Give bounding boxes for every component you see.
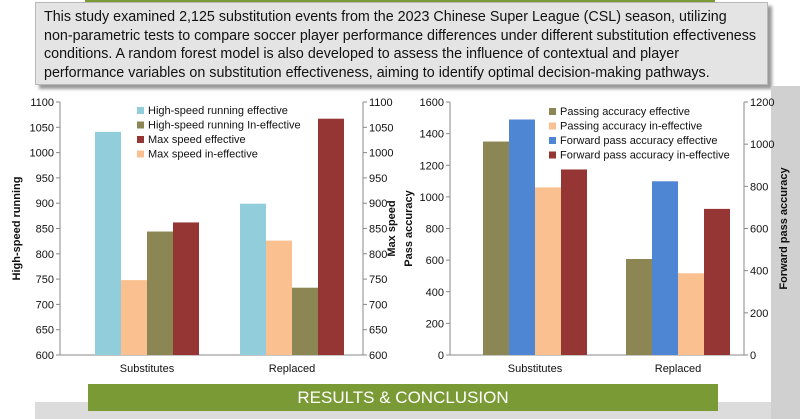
y2-tick-label: 800 [369, 249, 387, 261]
y2-tick-label: 600 [369, 350, 387, 362]
bar-forward-pass-accuracy-in-effective-substitutes [561, 169, 587, 355]
y2-tick-label: 400 [750, 266, 768, 278]
legend-entry: Passing accuracy in-effective [560, 121, 702, 133]
y2-tick-label: 200 [750, 308, 768, 320]
y-tick-label: 1050 [30, 122, 54, 134]
y-tick-label: 600 [36, 350, 54, 362]
bar-max-speed-effective-replaced [318, 118, 344, 355]
legend-swatch [137, 150, 144, 158]
y2-tick-label: 600 [750, 224, 768, 236]
legend-swatch [549, 137, 556, 144]
results-conclusion-heading: RESULTS & CONCLUSION [88, 384, 718, 411]
category-label: Replaced [655, 363, 701, 375]
y-tick-label: 600 [426, 255, 444, 267]
category-label: Substitutes [120, 363, 175, 375]
bar-passing-accuracy-effective-substitutes [483, 141, 509, 355]
y2-tick-label: 700 [369, 299, 387, 311]
y-tick-label: 1000 [30, 148, 54, 160]
y2-tick-label: 650 [369, 325, 387, 337]
abstract-text: This study examined 2,125 substitution e… [44, 9, 757, 81]
bar-forward-pass-accuracy-in-effective-replaced [704, 208, 730, 355]
chart-pass: 0 200 400 600 800 1000 1200 1400 1600 0 200 400 600 8… [403, 97, 790, 375]
y2-tick-label: 750 [369, 274, 387, 286]
bar-max-speed-in-effective-replaced [266, 240, 292, 355]
legend-entry: Forward pass accuracy effective [560, 135, 718, 147]
y-tick-label: 650 [36, 325, 54, 337]
bar-high-speed-running-effective-substitutes [95, 131, 121, 355]
right-edge-panel [771, 86, 800, 419]
y2-axis-title: Max speed [386, 200, 398, 256]
abstract-box: This study examined 2,125 substitution e… [35, 2, 768, 85]
bar-high-speed-running-in-effective-replaced [292, 287, 318, 355]
bar-high-speed-running-in-effective-substitutes [147, 231, 173, 355]
chart-speed: 600 650 700 750 800 850 900 950 1000 1050 1100 600 6… [11, 97, 398, 375]
legend-swatch [137, 136, 144, 143]
y2-tick-label: 0 [750, 350, 756, 362]
y2-tick-label: 1000 [369, 148, 393, 160]
y2-tick-label: 1100 [369, 97, 393, 109]
y-tick-label: 1600 [420, 97, 444, 109]
y2-tick-label: 1200 [750, 97, 774, 109]
legend-swatch [137, 107, 144, 114]
y-tick-label: 900 [36, 198, 54, 210]
y2-tick-label: 900 [369, 198, 387, 210]
y2-tick-label: 800 [750, 181, 768, 193]
y-tick-label: 750 [36, 274, 54, 286]
y-tick-label: 1400 [420, 129, 444, 141]
legend-entry: High-speed running In-effective [148, 120, 301, 132]
legend-swatch [549, 108, 556, 115]
y2-tick-label: 1000 [750, 139, 774, 151]
legend-entry: Passing accuracy effective [560, 106, 690, 118]
category-label: Substitutes [508, 363, 563, 375]
category-label: Replaced [269, 363, 315, 375]
y-tick-label: 200 [426, 318, 444, 330]
y-tick-label: 850 [36, 224, 54, 236]
y-tick-label: 1100 [30, 97, 54, 109]
y2-axis-title: Forward pass accuracy [778, 166, 790, 289]
bar-passing-accuracy-effective-replaced [626, 259, 652, 355]
y-axis-title: High-speed running [11, 177, 23, 281]
bar-passing-accuracy-in-effective-replaced [678, 273, 704, 355]
legend-swatch [137, 121, 144, 129]
bar-high-speed-running-effective-replaced [240, 203, 266, 355]
bar-max-speed-in-effective-substitutes [121, 280, 147, 355]
y-tick-label: 700 [36, 299, 54, 311]
y2-tick-label: 850 [369, 224, 387, 236]
bar-max-speed-effective-substitutes [173, 222, 199, 355]
y-tick-label: 1000 [420, 192, 444, 204]
y-tick-label: 0 [438, 350, 444, 362]
y-tick-label: 800 [426, 224, 444, 236]
legend-entry: Max speed effective [148, 134, 246, 146]
bar-passing-accuracy-in-effective-substitutes [535, 187, 561, 355]
legend-entry: Max speed in-effective [148, 149, 258, 161]
legend-swatch [549, 151, 556, 159]
y-tick-label: 400 [426, 287, 444, 299]
y-tick-label: 950 [36, 173, 54, 185]
legend-swatch [549, 122, 556, 130]
bar-forward-pass-accuracy-effective-replaced [652, 181, 678, 355]
legend-entry: High-speed running effective [148, 105, 288, 117]
y-tick-label: 800 [36, 249, 54, 261]
y2-tick-label: 950 [369, 173, 387, 185]
y-axis-title: Pass accuracy [403, 189, 415, 266]
y-tick-label: 1200 [420, 160, 444, 172]
y2-tick-label: 1050 [369, 122, 393, 134]
legend-entry: Forward pass accuracy in-effective [560, 150, 730, 162]
bar-forward-pass-accuracy-effective-substitutes [509, 119, 535, 355]
